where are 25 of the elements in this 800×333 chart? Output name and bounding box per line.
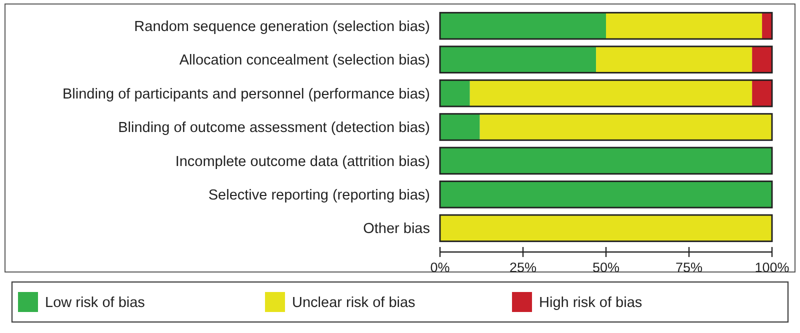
y-tick-label: Blinding of outcome assessment (detection bias) <box>118 120 430 136</box>
x-tick-label: 100% <box>754 260 790 275</box>
y-tick-label: Other bias <box>363 221 430 238</box>
legend-label: High risk of bias <box>539 295 642 312</box>
y-tick-label: Selective reporting (reporting bias) <box>208 188 430 204</box>
y-tick-label: Incomplete outcome data (attrition bias) <box>175 154 430 170</box>
bar <box>470 80 752 106</box>
bar <box>440 114 480 140</box>
bar <box>440 46 596 73</box>
bar <box>440 80 470 106</box>
legend-label: Low risk of bias <box>45 295 145 312</box>
legend-label: Unclear risk of bias <box>292 295 416 312</box>
y-tick-label: Random sequence generation (selection bias) <box>134 18 430 35</box>
y-tick-label: Blinding of participants and personnel (performance bias) <box>62 86 430 102</box>
bar <box>606 12 762 39</box>
bar <box>440 12 606 39</box>
bar <box>752 46 772 73</box>
bar <box>480 114 772 140</box>
bar <box>596 46 752 73</box>
x-tick-label: 50% <box>592 260 620 275</box>
x-tick-label: 75% <box>675 260 703 275</box>
x-tick-label: 0% <box>430 260 450 275</box>
x-tick-label: 25% <box>509 260 537 275</box>
bar <box>752 80 772 106</box>
y-tick-label: Allocation concealment (selection bias) <box>179 52 430 69</box>
